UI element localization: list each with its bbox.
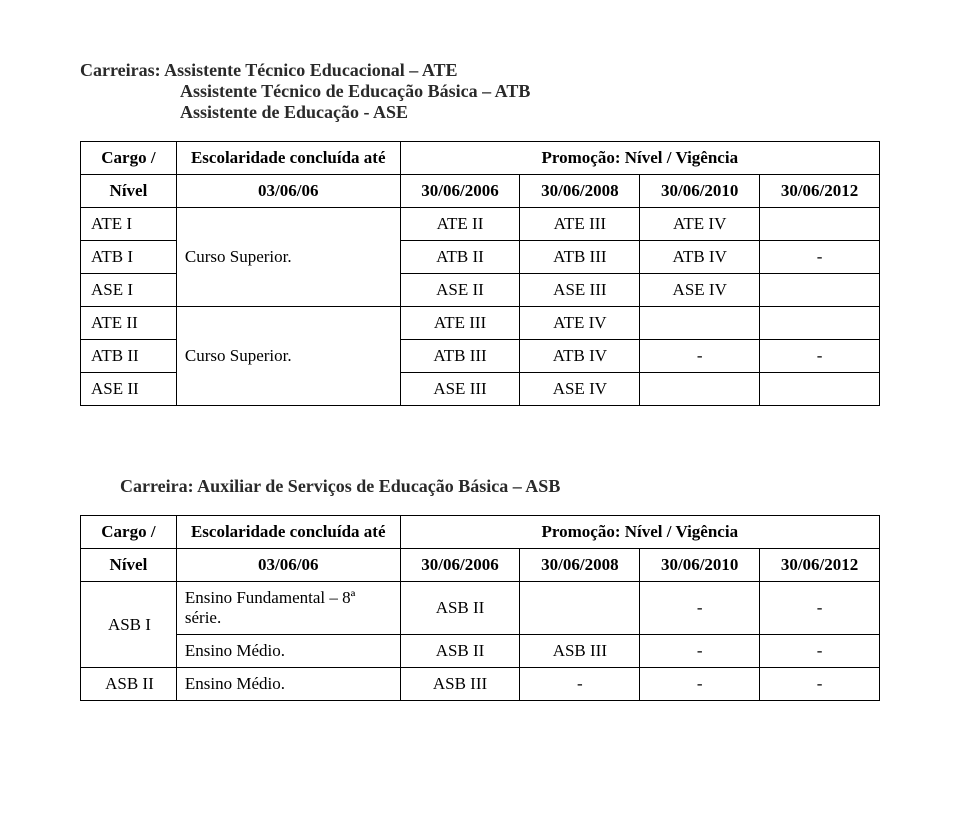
section1-title-line1: Carreiras: Assistente Técnico Educaciona… bbox=[80, 60, 880, 81]
header-escolaridade: Escolaridade concluída até bbox=[176, 516, 400, 549]
header-promocao: Promoção: Nível / Vigência bbox=[400, 142, 879, 175]
table-header-row2: Nível 03/06/06 30/06/2006 30/06/2008 30/… bbox=[81, 549, 880, 582]
curso-cell: Curso Superior. bbox=[176, 208, 400, 307]
cell: ASE IV bbox=[640, 274, 760, 307]
cell: - bbox=[760, 340, 880, 373]
header-promocao: Promoção: Nível / Vigência bbox=[400, 516, 879, 549]
cell: ASE III bbox=[520, 274, 640, 307]
table-header-row: Cargo / Escolaridade concluída até Promo… bbox=[81, 142, 880, 175]
header-col-3: 30/06/2012 bbox=[760, 175, 880, 208]
table-row: ASB I Ensino Fundamental – 8ª série. ASB… bbox=[81, 582, 880, 635]
row-label: ATB I bbox=[81, 241, 177, 274]
cell: ATE IV bbox=[520, 307, 640, 340]
cell: ATB III bbox=[400, 340, 520, 373]
header-col-2: 30/06/2010 bbox=[640, 549, 760, 582]
section1-title-line3: Assistente de Educação - ASE bbox=[80, 102, 880, 123]
cell: ASE IV bbox=[520, 373, 640, 406]
header-col-0: 30/06/2006 bbox=[400, 549, 520, 582]
curso-cell: Ensino Médio. bbox=[176, 635, 400, 668]
header-cargo: Cargo / bbox=[81, 516, 177, 549]
cell: - bbox=[520, 668, 640, 701]
table-row: ASB II Ensino Médio. ASB III - - - bbox=[81, 668, 880, 701]
cell: ATB IV bbox=[520, 340, 640, 373]
header-date-ref: 03/06/06 bbox=[176, 175, 400, 208]
cell: - bbox=[640, 635, 760, 668]
section2-heading: Carreira: Auxiliar de Serviços de Educaç… bbox=[120, 476, 880, 497]
row-label: ATE II bbox=[81, 307, 177, 340]
header-nivel: Nível bbox=[81, 549, 177, 582]
cell bbox=[760, 373, 880, 406]
header-col-2: 30/06/2010 bbox=[640, 175, 760, 208]
cell: ATE III bbox=[400, 307, 520, 340]
cell: ASE III bbox=[400, 373, 520, 406]
cell: - bbox=[760, 241, 880, 274]
cell bbox=[760, 274, 880, 307]
cell: ASB III bbox=[520, 635, 640, 668]
table-row: Ensino Médio. ASB II ASB III - - bbox=[81, 635, 880, 668]
header-date-ref: 03/06/06 bbox=[176, 549, 400, 582]
cell: - bbox=[760, 668, 880, 701]
table-header-row: Cargo / Escolaridade concluída até Promo… bbox=[81, 516, 880, 549]
cell bbox=[760, 307, 880, 340]
cell bbox=[760, 208, 880, 241]
section1-title-line2: Assistente Técnico de Educação Básica – … bbox=[80, 81, 880, 102]
row-label: ATB II bbox=[81, 340, 177, 373]
table-row: ATE I Curso Superior. ATE II ATE III ATE… bbox=[81, 208, 880, 241]
table-row: ATE II Curso Superior. ATE III ATE IV bbox=[81, 307, 880, 340]
section1-heading: Carreiras: Assistente Técnico Educaciona… bbox=[80, 60, 880, 123]
header-col-3: 30/06/2012 bbox=[760, 549, 880, 582]
header-cargo: Cargo / bbox=[81, 142, 177, 175]
cell: ASB III bbox=[400, 668, 520, 701]
cell: - bbox=[760, 582, 880, 635]
row-label: ATE I bbox=[81, 208, 177, 241]
section1-table: Cargo / Escolaridade concluída até Promo… bbox=[80, 141, 880, 406]
table-header-row2: Nível 03/06/06 30/06/2006 30/06/2008 30/… bbox=[81, 175, 880, 208]
cell: - bbox=[640, 340, 760, 373]
row-label: ASE I bbox=[81, 274, 177, 307]
curso-cell: Ensino Fundamental – 8ª série. bbox=[176, 582, 400, 635]
cell bbox=[640, 373, 760, 406]
cell: - bbox=[640, 582, 760, 635]
header-nivel: Nível bbox=[81, 175, 177, 208]
cell: - bbox=[760, 635, 880, 668]
header-col-1: 30/06/2008 bbox=[520, 175, 640, 208]
cell bbox=[520, 582, 640, 635]
cell: ASB II bbox=[400, 582, 520, 635]
row-label: ASB II bbox=[81, 668, 177, 701]
header-escolaridade: Escolaridade concluída até bbox=[176, 142, 400, 175]
cell: ATB III bbox=[520, 241, 640, 274]
curso-cell: Ensino Médio. bbox=[176, 668, 400, 701]
header-col-0: 30/06/2006 bbox=[400, 175, 520, 208]
row-label: ASE II bbox=[81, 373, 177, 406]
cell: ASE II bbox=[400, 274, 520, 307]
cell: ASB II bbox=[400, 635, 520, 668]
cell: ATE III bbox=[520, 208, 640, 241]
cell bbox=[640, 307, 760, 340]
row-label: ASB I bbox=[81, 582, 177, 668]
section2-table: Cargo / Escolaridade concluída até Promo… bbox=[80, 515, 880, 701]
curso-cell: Curso Superior. bbox=[176, 307, 400, 406]
cell: - bbox=[640, 668, 760, 701]
cell: ATE IV bbox=[640, 208, 760, 241]
cell: ATB II bbox=[400, 241, 520, 274]
cell: ATE II bbox=[400, 208, 520, 241]
cell: ATB IV bbox=[640, 241, 760, 274]
header-col-1: 30/06/2008 bbox=[520, 549, 640, 582]
